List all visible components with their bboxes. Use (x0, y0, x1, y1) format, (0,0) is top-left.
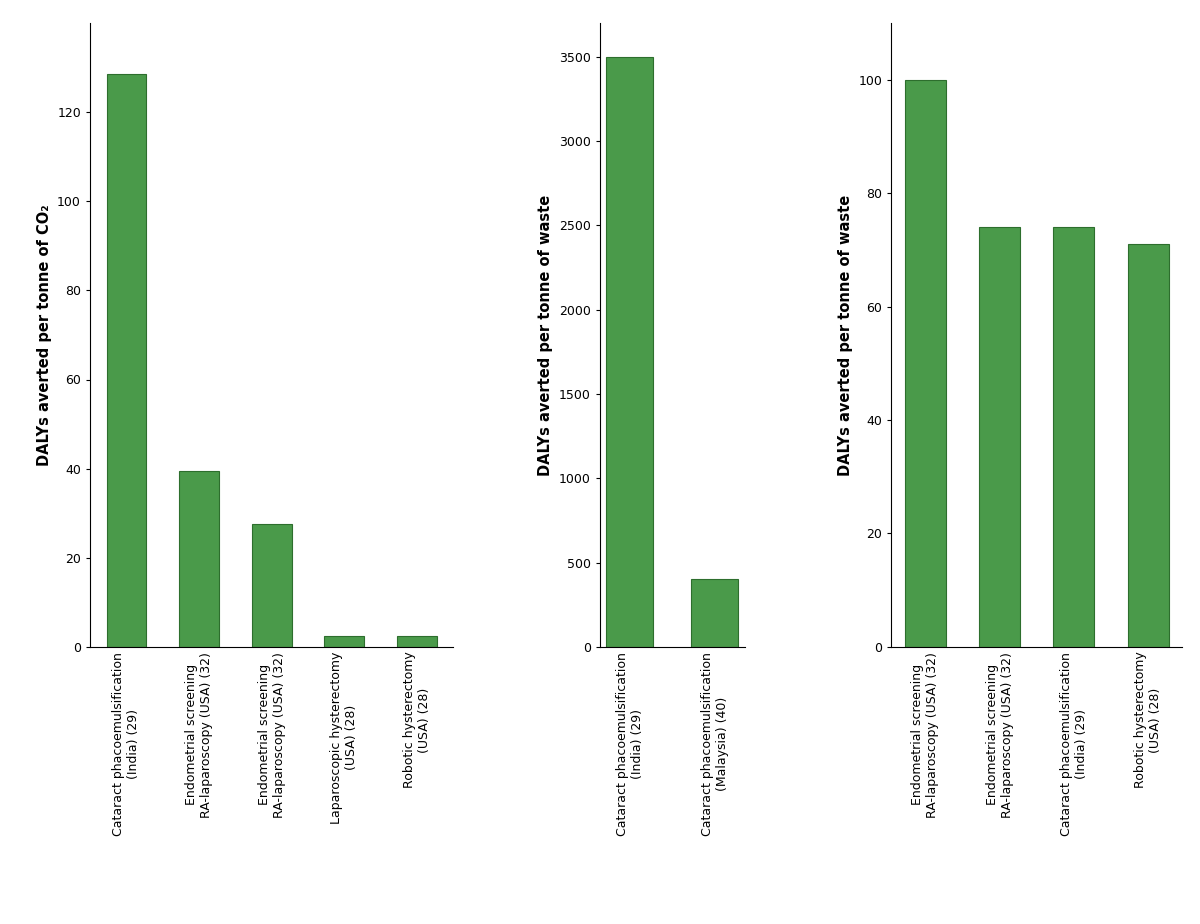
Y-axis label: DALYs averted per tonne of waste: DALYs averted per tonne of waste (838, 194, 853, 476)
Bar (179, 471, 218, 647)
Bar (252, 524, 292, 647)
Bar (1054, 227, 1094, 647)
Bar (397, 636, 437, 647)
Bar (905, 79, 946, 647)
Bar (979, 227, 1020, 647)
Y-axis label: DALYs averted per tonne of CO₂: DALYs averted per tonne of CO₂ (36, 204, 52, 466)
Bar (606, 56, 653, 647)
Bar (691, 579, 738, 647)
Bar (107, 74, 146, 647)
Bar (1128, 244, 1169, 647)
Y-axis label: DALYs averted per tonne of waste: DALYs averted per tonne of waste (539, 194, 553, 476)
Bar (324, 636, 364, 647)
